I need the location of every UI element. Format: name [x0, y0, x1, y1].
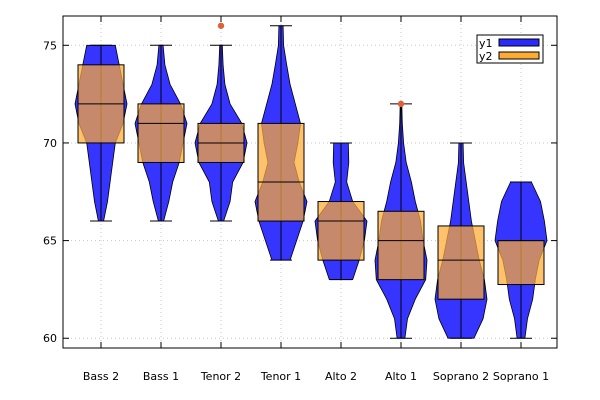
legend-label-y1: y1 — [479, 37, 493, 50]
x-tick-label: Bass 2 — [83, 370, 119, 383]
outlier-point — [217, 22, 225, 29]
legend-swatch-y1 — [498, 38, 540, 47]
plot-frame — [62, 15, 558, 349]
x-tick-label: Alto 2 — [325, 370, 357, 383]
x-tick-label: Alto 1 — [385, 370, 417, 383]
y-tick-label: 75 — [43, 39, 57, 52]
outlier-point — [397, 100, 405, 108]
box-series-y2 — [77, 64, 545, 300]
box-1 — [137, 103, 185, 163]
outlier-points — [217, 22, 405, 108]
box-5 — [377, 210, 425, 281]
box-3 — [257, 122, 305, 222]
box-4 — [317, 201, 365, 261]
legend-label-y2: y2 — [479, 50, 493, 63]
x-axis: Bass 2 Bass 1 Tenor 2 Tenor 1 Alto 2 Alto 1 So… — [83, 16, 549, 383]
y-axis: 60 65 70 75 — [43, 39, 557, 345]
x-tick-label: Soprano 2 — [433, 370, 489, 383]
legend: y1 y2 — [476, 34, 544, 64]
x-tick-label: Soprano 1 — [493, 370, 549, 383]
x-tick-label: Tenor 1 — [260, 370, 301, 383]
box-7 — [497, 240, 545, 286]
box-6 — [437, 225, 485, 300]
legend-swatch-y2 — [498, 51, 540, 60]
y-tick-label: 70 — [43, 137, 57, 150]
x-tick-label: Bass 1 — [143, 370, 179, 383]
x-tick-label: Tenor 2 — [200, 370, 241, 383]
y-tick-label: 60 — [43, 332, 57, 345]
y-tick-label: 65 — [43, 235, 57, 248]
